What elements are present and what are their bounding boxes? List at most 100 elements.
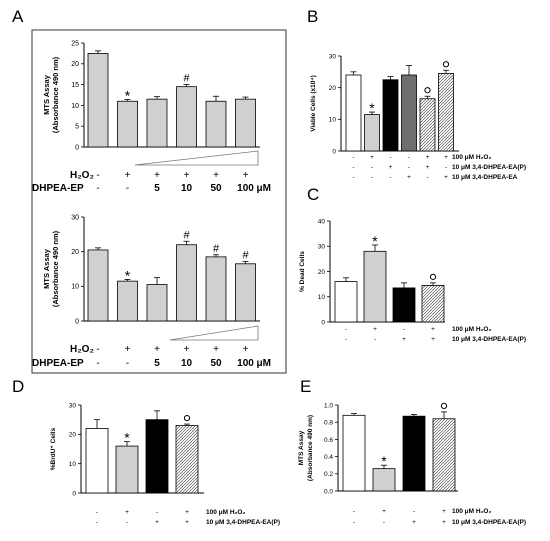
y-tick-label: 40 xyxy=(318,218,326,225)
treatment-cell: + xyxy=(154,170,160,181)
significance-marker: # xyxy=(183,229,190,241)
treatment-cell: + xyxy=(431,336,435,343)
bar xyxy=(334,281,358,323)
treatment-row-label: H₂O₂ xyxy=(70,170,94,181)
treatment-cell: - xyxy=(413,508,415,515)
treatment-cell: 5 xyxy=(154,358,160,369)
chart-a-bottom: 0 10 20 30 MTS Assay (Absorbance 490 nm) * # # # H… xyxy=(32,214,271,369)
significance-marker: # xyxy=(242,249,249,261)
y-tick-label: 0.8 xyxy=(324,420,333,427)
bar xyxy=(372,468,396,492)
y-axis-label: MTS Assay xyxy=(298,430,305,465)
y-tick-label: 0 xyxy=(72,490,76,497)
treatment-cell: + xyxy=(185,519,189,526)
treatment-cell: + xyxy=(442,519,446,526)
treatment-row-label: 100 μM H₂O₂ xyxy=(452,326,491,333)
treatment-cell: - xyxy=(353,519,355,526)
treatment-cell: - xyxy=(96,509,98,516)
treatment-cell: - xyxy=(156,509,158,516)
treatment-cell: + xyxy=(155,519,159,526)
treatment-row-label: 10 μM 3,4-DHPEA-EA(P) xyxy=(452,164,526,171)
bar xyxy=(235,98,256,148)
treatment-cell: + xyxy=(154,344,160,355)
y-tick-label: 0 xyxy=(75,144,79,151)
treatment-cell: + xyxy=(407,174,411,181)
treatment-row-label: 10 μM 3,4-DHPEA-EA xyxy=(452,174,518,181)
treatment-cell: + xyxy=(444,174,448,181)
treatment-cell: - xyxy=(96,344,99,355)
bar xyxy=(145,419,169,494)
treatment-cell: - xyxy=(126,183,129,194)
treatment-cell: - xyxy=(345,326,347,333)
bar xyxy=(87,249,109,322)
y-tick-label: 0.4 xyxy=(324,454,333,461)
unit-label: μM xyxy=(257,358,271,369)
treatment-cell: + xyxy=(125,509,129,516)
bar xyxy=(117,280,138,322)
concentration-ramp xyxy=(134,150,259,166)
treatment-row-label: 10 μM 3,4-DHPEA-EA(P) xyxy=(452,336,526,343)
bar xyxy=(176,86,197,148)
y-tick-label: 15 xyxy=(71,82,79,89)
y-axis-label: Viable Cells (x10⁴) xyxy=(310,75,317,132)
bar xyxy=(438,73,454,152)
bar xyxy=(345,74,362,152)
treatment-cell: - xyxy=(352,154,354,161)
bar xyxy=(146,284,168,322)
treatment-cell: + xyxy=(243,170,249,181)
treatment-row-label: H₂O₂ xyxy=(70,344,94,355)
y-tick-label: 0 xyxy=(75,318,79,325)
panel-letter-a: A xyxy=(12,7,24,26)
treatment-cell: - xyxy=(383,519,385,526)
panel-letter-c: C xyxy=(307,185,319,204)
y-tick-label: 30 xyxy=(329,53,337,60)
treatment-cell: + xyxy=(184,344,190,355)
treatment-cell: - xyxy=(389,154,391,161)
y-tick-label: 20 xyxy=(329,85,337,92)
bar xyxy=(421,284,445,323)
chart-e: 0.0 0.2 0.4 0.6 0.8 1.0 MTS Assay (Absorbance 4… xyxy=(298,402,526,526)
treatment-cell: + xyxy=(125,344,131,355)
y-tick-label: 30 xyxy=(318,244,326,251)
bar xyxy=(235,263,256,322)
treatment-cell: - xyxy=(352,164,354,171)
y-axis-label: (Absorbance 490 nm) xyxy=(51,56,60,133)
significance-marker: * xyxy=(125,267,131,283)
bar xyxy=(205,256,227,322)
y-axis-label: % Dead Cells xyxy=(299,251,306,292)
treatment-cell: - xyxy=(445,164,447,171)
treatment-cell: + xyxy=(389,164,393,171)
y-axis-label: MTS Assay xyxy=(42,248,51,289)
y-tick-label: 0 xyxy=(321,319,325,326)
bar xyxy=(117,100,138,148)
treatment-cell: - xyxy=(353,508,355,515)
y-tick-label: 20 xyxy=(318,269,326,276)
treatment-cell: - xyxy=(426,174,428,181)
treatment-cell: + xyxy=(382,508,386,515)
treatment-cell: + xyxy=(243,344,249,355)
treatment-cell: - xyxy=(126,358,129,369)
bar xyxy=(175,425,199,494)
y-tick-label: 20 xyxy=(69,432,77,439)
treatment-cell: + xyxy=(125,170,131,181)
y-axis-label: %BrdU⁺ Cells xyxy=(50,427,57,470)
bar xyxy=(401,74,417,152)
treatment-cell: 50 xyxy=(210,358,222,369)
bar xyxy=(364,114,380,152)
treatment-cell: - xyxy=(403,326,405,333)
bar xyxy=(363,250,387,323)
bar xyxy=(85,428,109,494)
significance-marker xyxy=(424,87,431,94)
y-tick-label: 30 xyxy=(71,214,79,221)
y-tick-label: 0.6 xyxy=(324,437,333,444)
concentration-ramp xyxy=(169,325,259,341)
treatment-cell: - xyxy=(96,170,99,181)
treatment-cell: + xyxy=(184,170,190,181)
treatment-row-label: DHPEA-EP xyxy=(32,358,84,369)
treatment-cell: - xyxy=(374,336,376,343)
treatment-cell: 10 xyxy=(181,183,193,194)
treatment-cell: - xyxy=(371,174,373,181)
treatment-cell: + xyxy=(213,170,219,181)
treatment-cell: + xyxy=(442,508,446,515)
